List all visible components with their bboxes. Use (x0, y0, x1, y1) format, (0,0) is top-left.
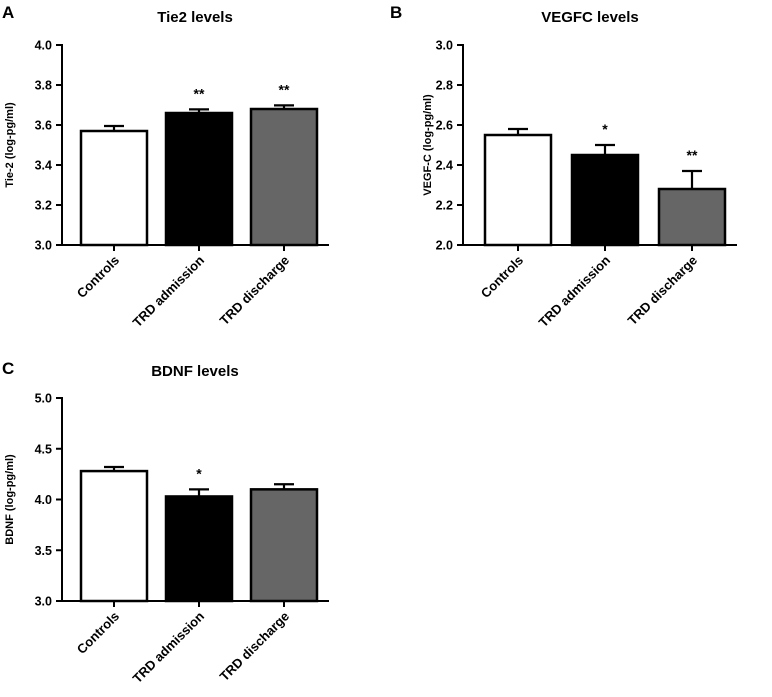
significance-label-a-3: ** (279, 81, 290, 97)
bar-c-3 (249, 488, 319, 603)
y-tick-label-a-2: 3.2 (35, 199, 52, 213)
category-label-b-3: TRD discharge (625, 253, 700, 328)
category-label-a-2: TRD admission (130, 252, 208, 330)
y-axis-label-c: BDNF (log-pg/ml) (4, 454, 16, 545)
bar-b-1 (483, 133, 553, 247)
category-label-b-2: TRD admission (536, 252, 614, 330)
y-tick-label-b-3: 2.4 (436, 159, 453, 173)
y-tick-label-c-3: 4.0 (35, 493, 52, 507)
y-tick-label-c-2: 3.5 (35, 544, 52, 558)
y-tick-label-c-1: 3.0 (35, 595, 52, 609)
category-label-a-1: Controls (74, 253, 122, 301)
chart-title-a: Tie2 levels (157, 9, 233, 26)
chart-title-b: VEGFC levels (541, 9, 639, 26)
bar-a-2 (164, 111, 234, 247)
bar-b-3 (657, 187, 727, 247)
chart-title-c: BDNF levels (151, 363, 239, 380)
panel-a-chart: A Tie2 levels ** ** 3.0 3.2 3.4 3.6 3.8 4.0 Cont… (2, 3, 329, 330)
category-label-c-1: Controls (74, 609, 122, 657)
y-tick-label-c-4: 4.5 (35, 442, 52, 456)
y-tick-label-a-5: 3.8 (35, 79, 52, 93)
y-tick-label-b-4: 2.6 (436, 119, 453, 133)
y-axis-label-b: VEGF-C (log-pg/ml) (422, 94, 434, 196)
y-tick-label-b-6: 3.0 (436, 39, 453, 53)
y-tick-label-b-1: 2.0 (436, 239, 453, 253)
panel-letter-a: A (2, 3, 14, 22)
bar-c-1 (79, 469, 149, 603)
significance-label-a-2: ** (194, 85, 205, 101)
category-label-a-3: TRD discharge (217, 253, 292, 328)
bar-c-2 (164, 495, 234, 603)
y-tick-label-a-3: 3.4 (35, 159, 52, 173)
y-tick-label-c-5: 5.0 (35, 392, 52, 406)
y-axis-label-a: Tie-2 (log-pg/ml) (4, 102, 16, 188)
bar-a-1 (79, 129, 149, 247)
significance-label-c-2: * (196, 465, 202, 481)
panel-letter-b: B (390, 3, 402, 22)
y-tick-label-b-5: 2.8 (436, 79, 453, 93)
y-tick-label-a-6: 4.0 (35, 39, 52, 53)
y-tick-label-a-4: 3.6 (35, 119, 52, 133)
panel-b-chart: B VEGFC levels ***2.02.22.42.62.83.0Cont… (390, 3, 737, 330)
bar-a-3 (249, 107, 319, 247)
significance-label-b-3: ** (687, 147, 698, 163)
bar-b-2 (570, 153, 640, 247)
y-tick-label-b-2: 2.2 (436, 199, 453, 213)
category-label-c-2: TRD admission (130, 608, 208, 686)
significance-label-b-2: * (602, 121, 608, 137)
panel-letter-c: C (2, 359, 14, 378)
category-label-b-1: Controls (478, 253, 526, 301)
category-label-c-3: TRD discharge (217, 609, 292, 684)
y-tick-label-a-1: 3.0 (35, 239, 52, 253)
